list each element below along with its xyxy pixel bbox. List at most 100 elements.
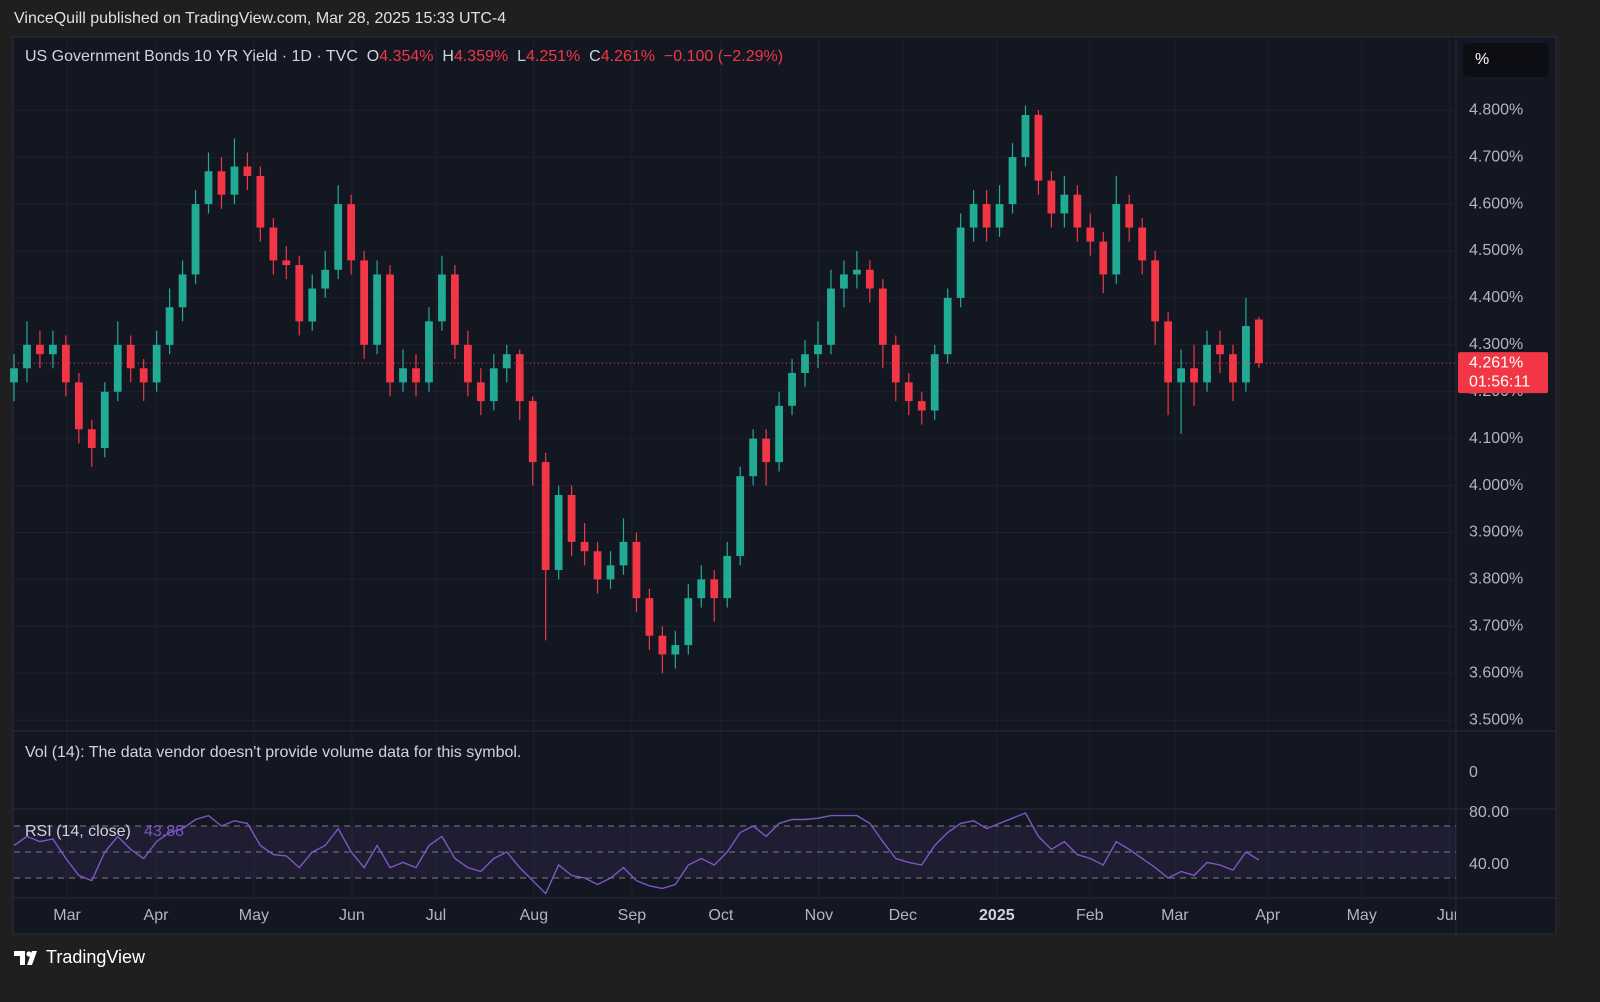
candle-body [736, 476, 745, 556]
rsi-name: RSI (14, close) [25, 823, 131, 840]
candle-body [891, 344, 900, 383]
y-tick-label: 4.100% [1469, 430, 1523, 447]
y-tick-label: 4.600% [1469, 195, 1523, 212]
candle-body [593, 551, 602, 580]
x-tick-label: Apr [1255, 907, 1281, 924]
candle-body [61, 344, 70, 383]
y-tick-label: 3.800% [1469, 571, 1523, 588]
legend-change: −0.100 (−2.29%) [663, 48, 784, 65]
candle-body [1112, 204, 1121, 275]
candle-body [619, 541, 628, 566]
candle-body [463, 344, 472, 383]
candle-body [580, 541, 589, 552]
candle-body [554, 494, 563, 571]
candle-body [1216, 344, 1224, 355]
candle-body [282, 260, 291, 266]
candle-body [502, 354, 511, 369]
y-tick-label: 3.500% [1469, 711, 1523, 728]
y-tick-label: 4.500% [1469, 242, 1523, 259]
legend-label: C [589, 48, 601, 65]
candle-body [775, 405, 783, 463]
candle-body [386, 274, 394, 383]
candle-body [827, 288, 835, 345]
candle-body [1151, 260, 1160, 322]
candle-body [956, 227, 965, 298]
candle-body [74, 382, 83, 430]
candle-body [749, 438, 758, 477]
candle-body [1008, 157, 1017, 205]
candle-body [1190, 368, 1198, 383]
candle-body [243, 166, 252, 176]
candle-body [982, 204, 991, 228]
y-tick-label: 80.00 [1469, 804, 1509, 821]
candle-body [645, 598, 654, 636]
price-tag-label: 4.261% [1469, 354, 1523, 371]
countdown-label: 01:56:11 [1469, 373, 1530, 390]
y-tick-label: 3.900% [1469, 524, 1523, 541]
candle-body [528, 401, 537, 463]
candle-body [943, 297, 952, 355]
y-tick-label: 4.300% [1469, 336, 1523, 353]
candle-body [995, 204, 1004, 228]
candle-body [451, 274, 459, 345]
candle-body [126, 344, 135, 369]
publish-info: VinceQuill published on TradingView.com,… [14, 10, 507, 27]
candle-body [904, 382, 913, 402]
candle-body [165, 307, 174, 345]
candle-body [1255, 319, 1263, 364]
candle-body [476, 382, 485, 402]
volume-note: Vol (14): The data vendor doesn't provid… [25, 744, 522, 761]
legend-value: 4.359% [453, 48, 509, 65]
candle-body [321, 269, 330, 289]
candle-body [178, 274, 187, 308]
candle-body [671, 645, 680, 655]
candle-body [1138, 227, 1147, 261]
x-tick-label: Aug [520, 907, 548, 924]
candle-body [1125, 204, 1134, 228]
candle-body [814, 344, 822, 355]
candle-body [865, 269, 874, 289]
candle-body [87, 429, 96, 449]
candle-body [697, 579, 706, 599]
x-tick-label: Sep [618, 907, 647, 924]
brand-name: TradingView [46, 947, 146, 967]
candle-body [567, 494, 576, 542]
candle-body [308, 288, 317, 322]
x-tick-label: Mar [1161, 907, 1189, 924]
x-tick-label: Apr [144, 907, 170, 924]
candle-body [425, 321, 433, 383]
candle-body [1203, 344, 1211, 383]
candle-body [1099, 241, 1108, 275]
y-tick-label: 3.700% [1469, 618, 1523, 635]
candle-body [1086, 227, 1095, 242]
y-tick-label: 4.400% [1469, 289, 1523, 306]
unit-button[interactable]: % [1463, 43, 1549, 77]
candle-body [113, 344, 122, 392]
legend-label: H [442, 48, 454, 65]
candle-body [489, 368, 498, 402]
candle-body [139, 368, 148, 383]
legend-label: O [366, 48, 380, 65]
candle-body [412, 368, 420, 383]
price-tag [1458, 352, 1548, 394]
legend-value: 4.354% [379, 48, 434, 65]
candle-body [230, 166, 239, 195]
candle-body [930, 354, 939, 411]
candle-body [762, 438, 771, 463]
candle-body [334, 204, 343, 270]
y-tick-label: 40.00 [1469, 856, 1509, 873]
brand-logo [14, 950, 37, 965]
legend-value: 4.261% [600, 48, 655, 65]
legend-label: L [517, 48, 527, 65]
candle-body [723, 555, 732, 599]
x-tick-label: Jun [1437, 907, 1463, 924]
candle-body [515, 354, 524, 402]
candle-body [10, 368, 18, 383]
y-tick-label: 3.600% [1469, 664, 1523, 681]
x-tick-label: Dec [889, 907, 917, 924]
candle-body [684, 598, 693, 646]
x-tick-label: Jun [339, 907, 365, 924]
candle-body [1229, 354, 1237, 383]
x-tick-label: Jul [426, 907, 446, 924]
